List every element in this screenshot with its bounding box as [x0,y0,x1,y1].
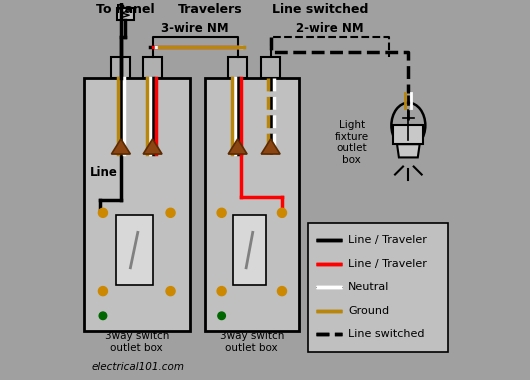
Circle shape [218,312,225,320]
Circle shape [99,287,108,296]
Text: Line switched: Line switched [348,329,425,339]
Text: Line / Traveler: Line / Traveler [348,259,427,269]
Text: Neutral: Neutral [348,282,390,292]
Polygon shape [397,144,420,157]
FancyBboxPatch shape [233,215,266,285]
Text: 2-wire NM: 2-wire NM [296,22,364,35]
Circle shape [217,208,226,217]
Polygon shape [261,139,280,154]
Circle shape [166,287,175,296]
FancyBboxPatch shape [205,78,299,331]
FancyBboxPatch shape [84,78,190,331]
Text: Line / Traveler: Line / Traveler [348,236,427,245]
Polygon shape [143,139,162,154]
Text: Line / Traveler: Line / Traveler [348,259,427,269]
Text: 3-wire NM: 3-wire NM [161,22,229,35]
Polygon shape [228,139,247,154]
Text: electrical101.com: electrical101.com [92,363,184,372]
Text: 3way switch
outlet box: 3way switch outlet box [219,331,284,353]
Circle shape [99,208,108,217]
FancyBboxPatch shape [228,57,247,78]
Text: Neutral: Neutral [348,282,390,292]
Circle shape [277,287,287,296]
Circle shape [217,287,226,296]
FancyBboxPatch shape [111,57,130,78]
Text: Ground: Ground [348,306,389,315]
Text: Line switched: Line switched [348,329,425,339]
FancyBboxPatch shape [261,57,280,78]
Text: Line / Traveler: Line / Traveler [348,236,427,245]
Text: Line: Line [90,166,118,179]
Text: 3way switch
outlet box: 3way switch outlet box [104,331,169,353]
Polygon shape [111,139,130,154]
FancyBboxPatch shape [308,223,448,352]
Circle shape [277,208,287,217]
Text: Travelers: Travelers [178,3,243,16]
Text: Line switched: Line switched [271,3,368,16]
Ellipse shape [391,103,426,148]
FancyBboxPatch shape [143,57,162,78]
Text: To Panel: To Panel [96,3,155,16]
Circle shape [99,312,107,320]
FancyBboxPatch shape [117,8,134,20]
Circle shape [166,208,175,217]
Text: Ground: Ground [348,306,389,315]
FancyBboxPatch shape [116,215,153,285]
FancyBboxPatch shape [393,125,423,144]
Text: Light
fixture
outlet
box: Light fixture outlet box [335,120,369,165]
